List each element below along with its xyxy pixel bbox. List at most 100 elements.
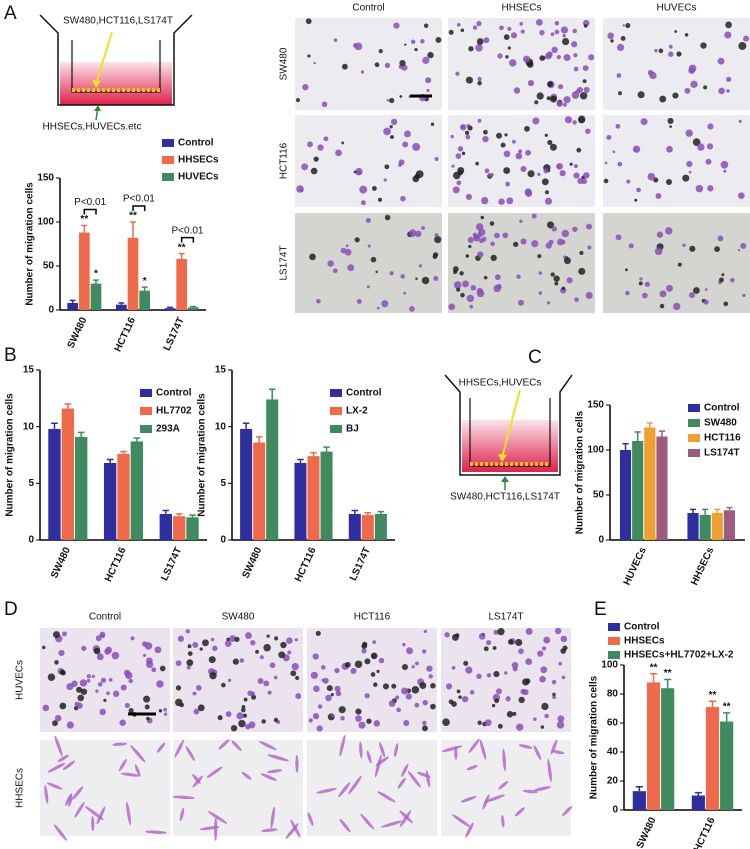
cell: [473, 234, 481, 242]
cell: [516, 274, 521, 279]
cell: [483, 37, 490, 44]
cell: [632, 145, 641, 153]
cell: [677, 262, 682, 267]
legend-label: Control: [624, 622, 660, 633]
cell: [515, 638, 523, 647]
cell: [465, 76, 474, 84]
cell: [676, 51, 682, 57]
cell: [175, 685, 182, 691]
schematic-label: HHSECs,HUVECs.etc: [43, 122, 142, 133]
cell: [666, 145, 673, 153]
cell: [401, 687, 409, 695]
cell: [396, 707, 401, 713]
y-tick-label: 60: [607, 718, 619, 729]
cell: [367, 244, 371, 248]
cell: [667, 117, 674, 125]
cell: [151, 667, 157, 673]
cell: [497, 53, 503, 59]
cell: [466, 764, 478, 771]
cell: [717, 57, 725, 65]
cell: [377, 197, 383, 202]
legend-swatch: [608, 623, 620, 631]
cell: [251, 694, 257, 700]
bar: [632, 791, 646, 810]
cell: [239, 658, 245, 663]
cell: [502, 748, 506, 772]
cell: [163, 707, 168, 712]
micrograph: [40, 628, 170, 732]
cell: [461, 695, 469, 703]
cell: [577, 177, 584, 185]
cell: [263, 680, 270, 687]
cell: [360, 70, 365, 74]
cell: [533, 717, 537, 721]
cell: [697, 143, 705, 151]
cell: [432, 254, 438, 260]
cell: [42, 704, 50, 712]
cell: [243, 697, 248, 702]
cell: [483, 646, 489, 652]
error-bar: [106, 458, 114, 463]
cell: [312, 653, 319, 660]
micrograph-background: [441, 628, 571, 732]
cell: [504, 671, 508, 675]
cell: [737, 192, 745, 200]
cell: [130, 745, 146, 763]
cell: [359, 741, 363, 759]
cell: [384, 62, 391, 69]
cell: [434, 236, 442, 244]
cell: [558, 661, 563, 666]
cell: [550, 32, 555, 37]
micrograph: [603, 115, 750, 207]
cell: [341, 63, 348, 70]
cell: [421, 725, 428, 732]
x-tick-label: SW480: [240, 545, 264, 580]
cell: [556, 721, 565, 729]
cell: [144, 642, 153, 650]
cell: [397, 777, 406, 789]
cell: [412, 142, 421, 151]
cell: [193, 708, 200, 715]
cell: [412, 175, 420, 183]
cell: [103, 698, 107, 702]
cell: [482, 129, 488, 135]
cell: [74, 701, 80, 707]
cell: [270, 806, 276, 829]
cell: [586, 223, 593, 230]
cell: [551, 46, 558, 54]
cell: [659, 95, 667, 103]
micrograph: [295, 213, 442, 313]
cell: [690, 80, 698, 89]
cell: [197, 704, 205, 712]
micrograph: [603, 213, 750, 313]
cell: [686, 160, 693, 168]
y-tick-label: 0: [612, 805, 618, 816]
cell: [381, 820, 403, 828]
cell: [588, 54, 595, 61]
cell: [415, 277, 418, 280]
cell: [531, 240, 539, 248]
error-bar: [708, 700, 717, 708]
legend-swatch: [140, 407, 152, 415]
cell: [486, 673, 492, 678]
cell: [477, 118, 482, 123]
column-label: HHSECs: [501, 3, 541, 14]
cell: [532, 117, 540, 125]
cell: [267, 754, 289, 762]
cell: [296, 185, 304, 193]
cell: [505, 696, 511, 702]
cell: [97, 682, 103, 687]
cell: [353, 170, 357, 174]
cell: [573, 53, 578, 58]
cell: [280, 641, 287, 649]
bar: [632, 441, 644, 540]
error-bar: [377, 510, 385, 514]
cell: [174, 739, 185, 758]
cell: [146, 716, 150, 721]
cell: [554, 627, 562, 635]
cell: [331, 713, 335, 718]
cell: [402, 642, 406, 647]
micrograph-background: [448, 115, 595, 207]
y-tick-label: 5: [220, 478, 226, 489]
micrograph: [441, 627, 571, 732]
